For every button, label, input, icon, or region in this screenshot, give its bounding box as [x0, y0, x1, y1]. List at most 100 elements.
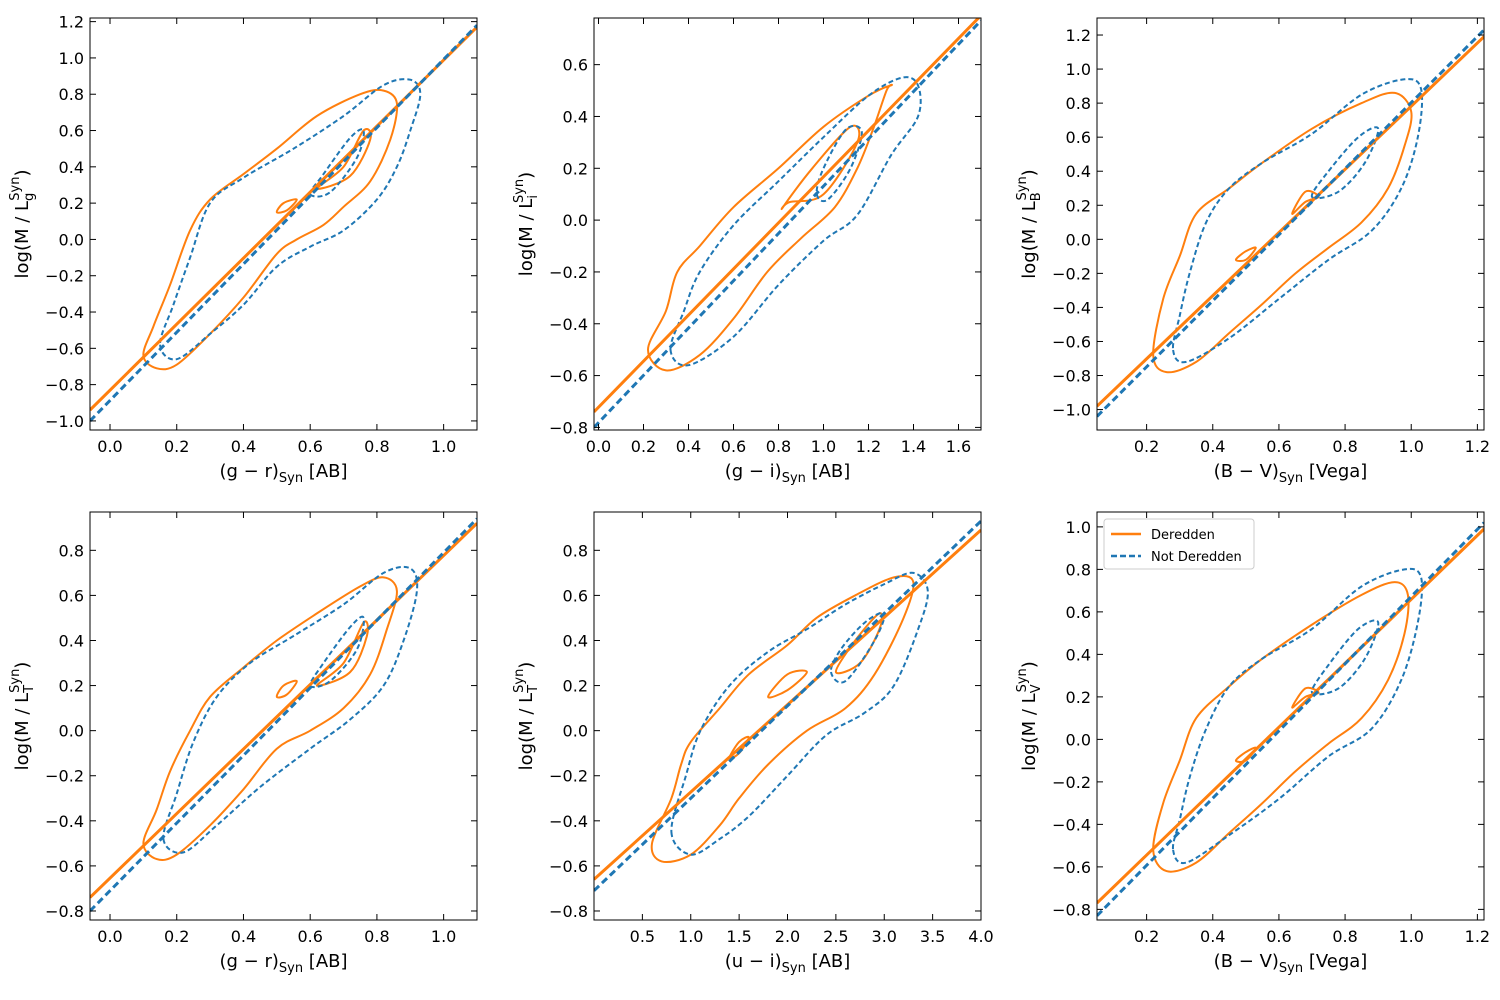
contour-deredden [1152, 91, 1413, 374]
x-tick-label: 0.8 [766, 437, 791, 456]
x-tick-label: 0.4 [1200, 927, 1225, 946]
contour-deredden [650, 575, 915, 863]
x-tick-label: 0.6 [1266, 437, 1291, 456]
x-axis-label: (B − V)Syn [Vega] [1214, 951, 1368, 976]
y-tick-label: 0.6 [1066, 128, 1091, 147]
contour-deredden [275, 679, 298, 699]
panel-2: 0.0 0.2 0.4 0.6 0.8 1.0 1.2 1.4 1.6 −0.8 −0.6 −0.4 −… [512, 17, 982, 486]
x-tick-label: 1.0 [1399, 927, 1424, 946]
x-tick-label: 0.4 [676, 437, 701, 456]
x-tick-label: 1.2 [856, 437, 881, 456]
y-tick-label: −0.4 [1052, 815, 1091, 834]
fit-line-not-deredden [1097, 28, 1484, 418]
y-tick-label: 0.8 [563, 541, 588, 560]
x-tick-label: 0.8 [1332, 927, 1357, 946]
y-tick-label: 1.2 [59, 13, 84, 32]
y-tick-label: −0.6 [45, 339, 84, 358]
y-tick-label: −0.8 [45, 376, 84, 395]
y-tick-label: 1.0 [1066, 60, 1091, 79]
x-tick-label: 2.5 [823, 927, 848, 946]
y-tick-label: 0.6 [59, 122, 84, 141]
y-tick-label: −1.0 [1052, 401, 1091, 420]
y-tick-label: −0.8 [549, 418, 588, 437]
y-axis-label: log(M / LVSyn) [1015, 661, 1044, 771]
y-axis-label: log(M / LTSyn) [8, 662, 37, 771]
x-tick-label: 1.0 [431, 927, 456, 946]
y-tick-label: −0.8 [1052, 900, 1091, 919]
fit-line-not-deredden [90, 517, 477, 913]
y-tick-label: −0.4 [549, 812, 588, 831]
fit-line-deredden [1097, 35, 1484, 408]
x-tick-label: 1.6 [946, 437, 971, 456]
y-tick-label: −0.2 [45, 267, 84, 286]
y-tick-label: −0.4 [549, 315, 588, 334]
x-tick-label: 0.0 [586, 437, 611, 456]
x-tick-label: 4.0 [968, 927, 993, 946]
legend-frame [1103, 518, 1255, 570]
x-tick-label: 0.2 [164, 927, 189, 946]
y-tick-label: 0.8 [59, 85, 84, 104]
fit-line-deredden [90, 522, 477, 899]
x-tick-label: 0.2 [1134, 437, 1159, 456]
contour-deredden [1152, 581, 1410, 873]
contour-not-deredden [1310, 619, 1380, 696]
contour-deredden [315, 127, 372, 190]
contour-not-deredden [162, 565, 419, 854]
x-tick-label: 0.2 [164, 437, 189, 456]
y-tick-label: 0.0 [1066, 730, 1091, 749]
y-tick-label: −0.6 [45, 857, 84, 876]
axes-frame [593, 511, 982, 921]
x-tick-label: 1.0 [1399, 437, 1424, 456]
x-tick-label: 1.5 [726, 927, 751, 946]
x-tick-label: 0.8 [1332, 437, 1357, 456]
panel-4: 0.0 0.2 0.4 0.6 0.8 1.0 −0.8 −0.6 −0.4 −0.2 0.0 0.2… [8, 511, 478, 976]
x-tick-label: 3.5 [920, 927, 945, 946]
contour-not-deredden [1171, 567, 1424, 865]
y-tick-label: −0.6 [1052, 858, 1091, 877]
y-tick-label: 0.2 [59, 677, 84, 696]
legend-label-not-deredden: Not Deredden [1151, 550, 1242, 565]
fit-line-not-deredden [594, 19, 981, 429]
x-tick-label: 1.0 [678, 927, 703, 946]
x-tick-label: 0.4 [231, 437, 256, 456]
y-tick-label: 1.0 [59, 49, 84, 68]
x-tick-label: 0.6 [297, 927, 322, 946]
panel-6: 0.2 0.4 0.6 0.8 1.0 1.2 −0.8 −0.6 −0.4 −0.2 0.0 0.2… [1015, 511, 1490, 976]
y-tick-label: 0.4 [563, 107, 588, 126]
contour-deredden [646, 83, 893, 372]
y-tick-label: −0.8 [1052, 367, 1091, 386]
x-tick-label: 0.4 [231, 927, 256, 946]
contour-deredden [1234, 246, 1257, 263]
contour-deredden [1291, 190, 1320, 215]
y-tick-label: 0.6 [563, 56, 588, 75]
x-tick-label: 1.4 [901, 437, 926, 456]
y-tick-label: 0.0 [1066, 230, 1091, 249]
y-axis-label: log(M / LBSyn) [1015, 169, 1044, 278]
x-tick-label: 0.4 [1200, 437, 1225, 456]
y-tick-label: 0.6 [563, 586, 588, 605]
legend-label-deredden: Deredden [1151, 528, 1215, 543]
y-tick-label: 0.2 [1066, 196, 1091, 215]
y-tick-label: 0.0 [563, 722, 588, 741]
y-tick-label: −0.4 [1052, 298, 1091, 317]
x-axis-label: (u − i)Syn [AB] [725, 951, 851, 976]
axes-frame [593, 17, 982, 431]
plot-area [90, 517, 477, 913]
y-tick-label: 0.4 [59, 158, 84, 177]
contour-not-deredden [670, 571, 929, 856]
y-axis-label: log(M / LgSyn) [8, 169, 37, 278]
x-tick-label: 1.2 [1465, 437, 1490, 456]
x-tick-label: 0.8 [364, 437, 389, 456]
fit-line-deredden [594, 18, 981, 413]
y-tick-label: −0.2 [1052, 773, 1091, 792]
axes-frame [1096, 511, 1485, 921]
x-tick-label: 0.5 [630, 927, 655, 946]
y-tick-label: 0.2 [1066, 688, 1091, 707]
contour-deredden [142, 576, 398, 862]
plot-area [1097, 521, 1484, 917]
fit-line-not-deredden [90, 24, 477, 422]
y-tick-label: −0.8 [549, 902, 588, 921]
contour-not-deredden [309, 128, 365, 198]
x-tick-label: 0.0 [97, 437, 122, 456]
x-tick-label: 0.6 [297, 437, 322, 456]
